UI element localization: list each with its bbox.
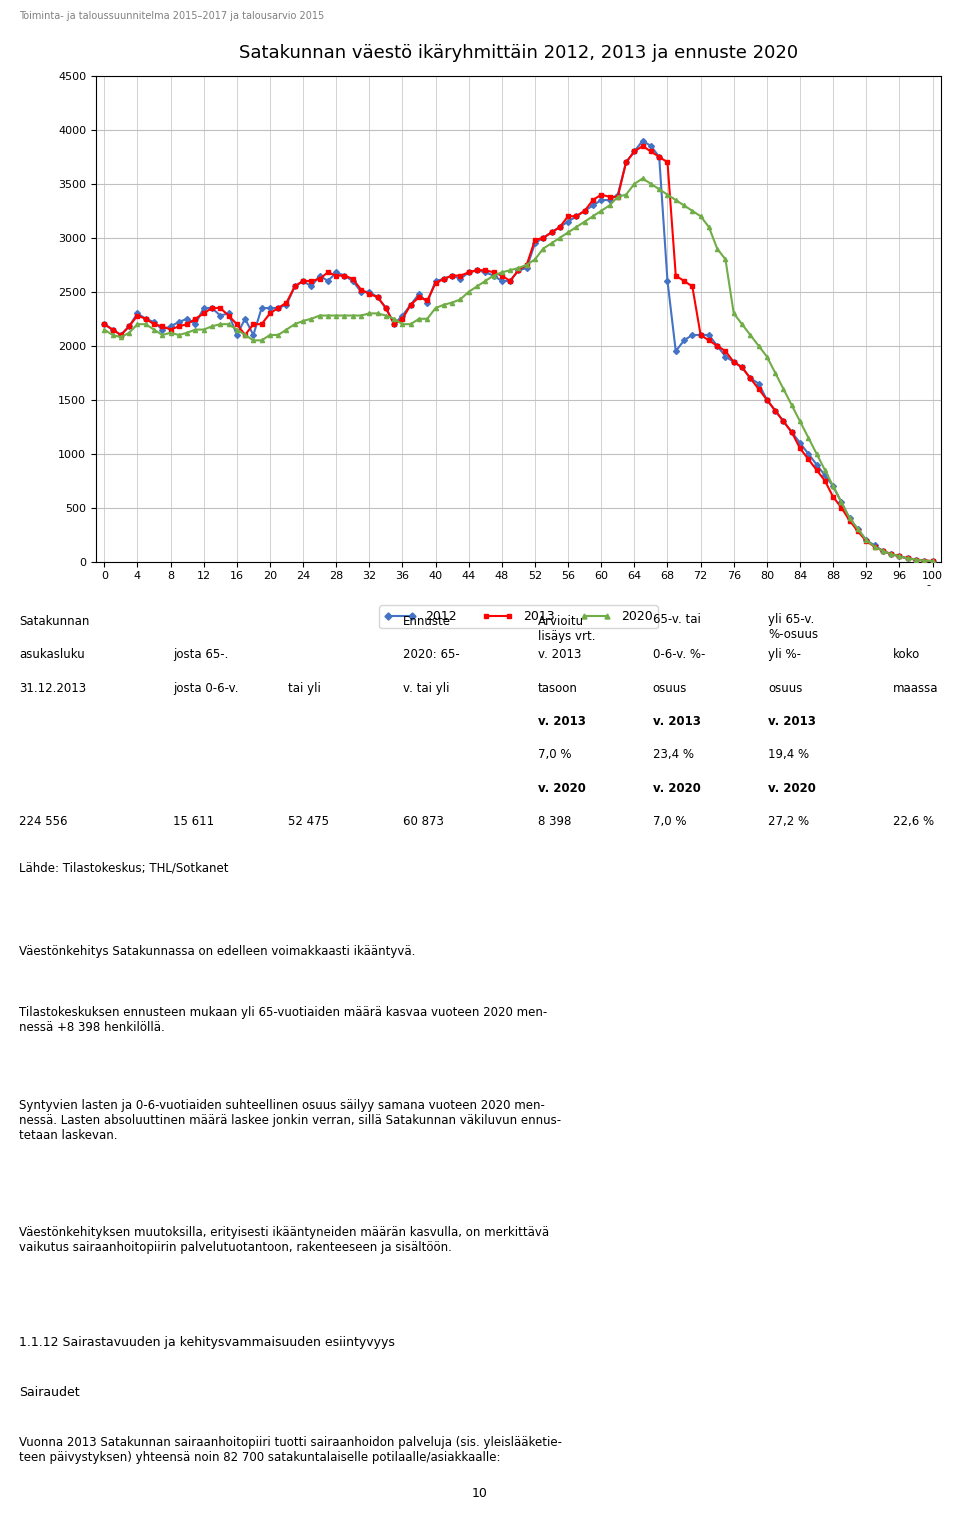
2020 [636, 170, 648, 188]
Text: josta 0-6-v.: josta 0-6-v. [173, 682, 238, 695]
Text: Arvioitu
lisäys vrt.: Arvioitu lisäys vrt. [538, 615, 595, 642]
2020 [156, 326, 168, 345]
Text: tai yli: tai yli [288, 682, 321, 695]
2013 [595, 185, 607, 203]
Text: v. 2020: v. 2020 [768, 782, 816, 795]
Text: Satakunnan: Satakunnan [19, 615, 89, 628]
2013 [99, 316, 110, 334]
2020 [926, 553, 938, 571]
2020 [305, 310, 317, 328]
2013 [926, 553, 938, 571]
Text: 65-v. tai: 65-v. tai [653, 613, 701, 627]
2013 [636, 137, 648, 155]
2012 [99, 316, 110, 334]
Text: 52 475: 52 475 [288, 815, 329, 829]
Text: 60 873: 60 873 [403, 815, 444, 829]
2013 [686, 278, 698, 296]
Line: 2020: 2020 [102, 176, 935, 563]
2020 [99, 320, 110, 339]
2013 [305, 272, 317, 290]
Text: 23,4 %: 23,4 % [653, 748, 694, 762]
Text: josta 65-.: josta 65-. [173, 648, 228, 662]
Line: 2012: 2012 [102, 138, 935, 563]
Text: v. 2020: v. 2020 [538, 782, 586, 795]
2012 [636, 132, 648, 150]
Text: Tilastokeskuksen ennusteen mukaan yli 65-vuotiaiden määrä kasvaa vuoteen 2020 me: Tilastokeskuksen ennusteen mukaan yli 65… [19, 1005, 547, 1034]
Text: 31.12.2013: 31.12.2013 [19, 682, 86, 695]
2013 [156, 317, 168, 335]
Text: 8 398: 8 398 [538, 815, 571, 829]
Text: maassa: maassa [893, 682, 938, 695]
Text: Väestönkehityksen muutoksilla, erityisesti ikääntyneiden määrän kasvulla, on mer: Väestönkehityksen muutoksilla, erityises… [19, 1227, 549, 1254]
2020 [595, 202, 607, 220]
2020 [728, 304, 739, 322]
Text: 7,0 %: 7,0 % [538, 748, 571, 762]
2012 [305, 278, 317, 296]
2012 [595, 191, 607, 209]
Text: 22,6 %: 22,6 % [893, 815, 934, 829]
Text: Vuonna 2013 Satakunnan sairaanhoitopiiri tuotti sairaanhoidon palveluja (sis. yl: Vuonna 2013 Satakunnan sairaanhoitopiiri… [19, 1436, 563, 1465]
Legend: 2012, 2013, 2020: 2012, 2013, 2020 [379, 606, 658, 628]
Text: osuus: osuus [768, 682, 803, 695]
2012 [728, 352, 739, 370]
2013 [479, 261, 491, 279]
2013 [728, 352, 739, 370]
Text: v. 2013: v. 2013 [768, 715, 816, 729]
Text: -: - [926, 580, 930, 591]
Text: 19,4 %: 19,4 % [768, 748, 809, 762]
2012 [926, 553, 938, 571]
Text: 27,2 %: 27,2 % [768, 815, 809, 829]
Text: Satakunnan väestö ikäryhmittäin 2012, 2013 ja ennuste 2020: Satakunnan väestö ikäryhmittäin 2012, 20… [239, 44, 798, 62]
Text: Sairaudet: Sairaudet [19, 1386, 80, 1400]
Text: yli %-: yli %- [768, 648, 801, 662]
Text: 15 611: 15 611 [173, 815, 214, 829]
2020 [479, 272, 491, 290]
Text: v. 2013: v. 2013 [538, 648, 581, 662]
Text: v. tai yli: v. tai yli [403, 682, 449, 695]
Text: 7,0 %: 7,0 % [653, 815, 686, 829]
Text: Väestönkehitys Satakunnassa on edelleen voimakkaasti ikääntyvä.: Väestönkehitys Satakunnassa on edelleen … [19, 946, 416, 958]
Text: 10: 10 [472, 1486, 488, 1500]
2012 [156, 320, 168, 339]
Text: 224 556: 224 556 [19, 815, 68, 829]
2020 [686, 202, 698, 220]
Text: v. 2013: v. 2013 [538, 715, 586, 729]
Text: 2020: 65-: 2020: 65- [403, 648, 460, 662]
Text: Toiminta- ja taloussuunnitelma 2015–2017 ja talousarvio 2015: Toiminta- ja taloussuunnitelma 2015–2017… [19, 11, 324, 21]
Text: 0-6-v. %-: 0-6-v. %- [653, 648, 706, 662]
Text: Lähde: Tilastokeskus; THL/Sotkanet: Lähde: Tilastokeskus; THL/Sotkanet [19, 862, 228, 874]
Text: koko: koko [893, 648, 920, 662]
Text: Syntyvien lasten ja 0-6-vuotiaiden suhteellinen osuus säilyy samana vuoteen 2020: Syntyvien lasten ja 0-6-vuotiaiden suhte… [19, 1099, 562, 1142]
2012 [479, 263, 491, 281]
Line: 2013: 2013 [102, 144, 935, 563]
2012 [686, 326, 698, 345]
Text: asukasluku: asukasluku [19, 648, 84, 662]
Text: v. 2013: v. 2013 [653, 715, 701, 729]
Text: v. 2020: v. 2020 [653, 782, 701, 795]
Text: 1.1.12 Sairastavuuden ja kehitysvammaisuuden esiintyvyys: 1.1.12 Sairastavuuden ja kehitysvammaisu… [19, 1336, 396, 1350]
Text: osuus: osuus [653, 682, 687, 695]
Text: Ennuste: Ennuste [403, 615, 451, 628]
Text: yli 65-v.
%-osuus: yli 65-v. %-osuus [768, 613, 818, 641]
Text: tasoon: tasoon [538, 682, 578, 695]
